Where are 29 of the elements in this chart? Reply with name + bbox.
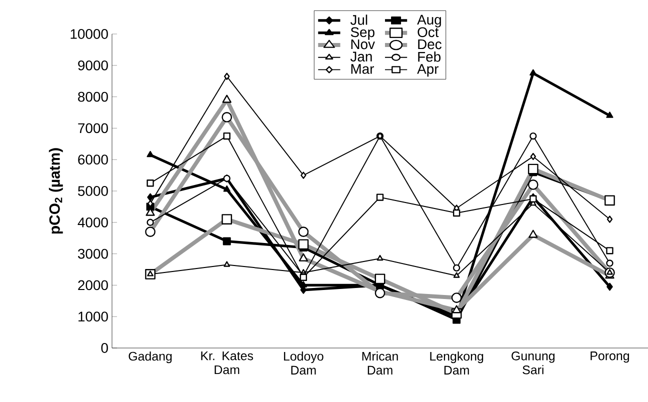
y-tick-label: 6000 (78, 154, 108, 165)
x-tick-label: Gadang (128, 352, 172, 364)
y-tick-label: 1000 (78, 312, 108, 322)
y-tick-label: 5000 (78, 186, 108, 196)
y-axis-title: pCO$_{2}$ (µatm) (48, 148, 63, 234)
y-tick-label: 8000 (78, 92, 108, 102)
y-tick-label: 3000 (78, 248, 108, 259)
x-tick-label: Porong (590, 352, 629, 363)
legend-label: Nov (351, 39, 375, 50)
y-tick-label: 2000 (78, 280, 108, 290)
y-tick-label: 10000 (70, 29, 108, 39)
x-tick-label: Mrican Dam (362, 352, 398, 375)
legend-label: Sep (350, 27, 374, 40)
y-tick-label: 0 (101, 343, 108, 353)
legend-label: Mar (351, 64, 374, 74)
legend-label: Dec (418, 39, 442, 50)
legend-label: Aug (417, 14, 441, 28)
x-tick-label: Lodoyo Dam (284, 352, 324, 375)
legend-label: Jan (350, 52, 372, 62)
x-tick-label: Gunung Sari (512, 352, 554, 374)
legend-label: Feb (418, 52, 441, 62)
y-tick-label: 7000 (78, 123, 108, 134)
legend-label: Oct (418, 27, 439, 38)
y-tick-label: 9000 (78, 60, 108, 70)
y-tick-label: 4000 (78, 217, 108, 228)
x-tick-label: Kr. Kates Dam (201, 352, 254, 374)
legend-label: Apr (417, 64, 439, 77)
x-tick-label: Lengkong Dam (430, 352, 484, 375)
legend-label: Jul (350, 14, 368, 25)
